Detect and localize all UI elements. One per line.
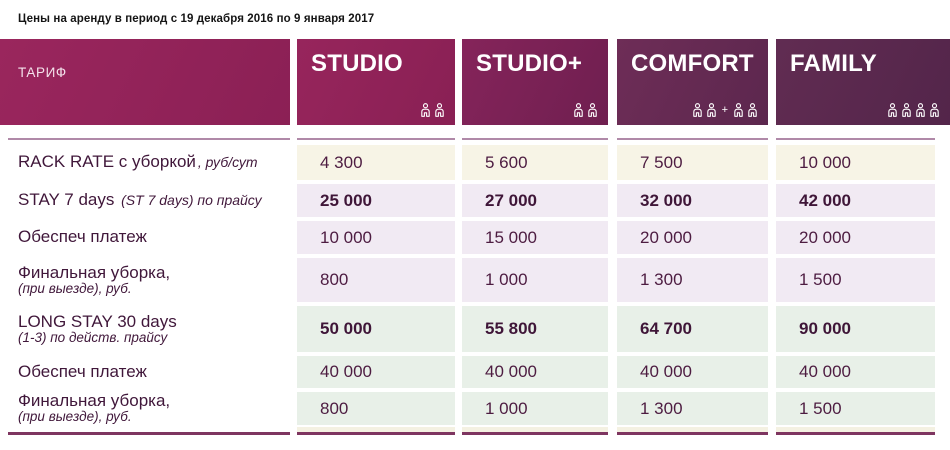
price-cell: 800	[297, 392, 455, 425]
row-label-security-payment: Обеспеч платеж	[18, 361, 147, 381]
price-cell: 55 800	[462, 306, 608, 352]
row-label-final-cleaning: Финальная уборка, (при выезде), руб.	[18, 391, 171, 425]
person-icon	[692, 103, 702, 117]
occupancy-icons-studio	[420, 103, 445, 117]
person-icon	[421, 103, 430, 117]
column-title: COMFORT	[631, 50, 754, 77]
bottom-rule	[462, 432, 608, 435]
person-icon	[902, 103, 911, 117]
person-icon	[916, 103, 925, 117]
price-cell: 1 500	[776, 258, 935, 302]
top-rule	[617, 138, 768, 140]
price-cell: 20 000	[617, 221, 768, 254]
price-cell: 42 000	[776, 184, 935, 217]
column-header-comfort: COMFORT +	[617, 39, 768, 125]
price-cell: 40 000	[297, 356, 455, 388]
price-cell: 1 500	[776, 392, 935, 425]
price-cell: 4 300	[297, 145, 455, 180]
price-cell: 7 500	[617, 145, 768, 180]
top-rule	[776, 138, 935, 140]
bottom-sliver	[297, 427, 455, 432]
row-label-security-payment: Обеспеч платеж	[18, 227, 147, 247]
price-cell: 64 700	[617, 306, 768, 352]
price-cell: 32 000	[617, 184, 768, 217]
occupancy-icons-family	[887, 103, 940, 117]
slide-title: Цены на аренду в период с 19 декабря 201…	[18, 13, 375, 25]
price-cell: 10 000	[297, 221, 455, 254]
person-icon	[574, 103, 583, 117]
price-cell: 1 000	[462, 392, 608, 425]
row-label-long-stay-30-days: LONG STAY 30 days (1-3) по действ. прайс…	[18, 311, 177, 345]
person-icon	[435, 103, 444, 117]
person-icon	[734, 103, 743, 117]
column-header-family: FAMILY	[776, 39, 950, 125]
person-icon	[748, 103, 757, 117]
price-cell: 10 000	[776, 145, 935, 180]
person-icon	[706, 103, 716, 117]
row-label-stay-7-days: STAY 7 days (ST 7 days) по прайсу	[18, 190, 262, 210]
price-cell: 1 300	[617, 258, 768, 302]
column-title: FAMILY	[790, 50, 877, 77]
column-header-tariff: ТАРИФ	[0, 39, 290, 125]
bottom-rule	[297, 432, 455, 435]
bottom-rule	[776, 432, 935, 435]
top-rule	[462, 138, 608, 140]
column-title: STUDIO+	[476, 50, 583, 77]
person-icon	[888, 103, 897, 117]
top-rule	[297, 138, 455, 140]
tariff-label: ТАРИФ	[18, 65, 67, 80]
occupancy-icons-studio-plus	[573, 103, 598, 117]
price-cell: 5 600	[462, 145, 608, 180]
row-label-rack-rate: RACK RATE с уборкой, руб/сут	[18, 152, 258, 172]
price-cell: 15 000	[462, 221, 608, 254]
price-cell: 40 000	[462, 356, 608, 388]
price-cell: 1 000	[462, 258, 608, 302]
price-cell: 90 000	[776, 306, 935, 352]
row-label-final-cleaning: Финальная уборка, (при выезде), руб.	[18, 262, 171, 296]
column-header-studio: STUDIO	[297, 39, 455, 125]
bottom-sliver	[617, 427, 768, 432]
price-cell: 50 000	[297, 306, 455, 352]
price-cell: 20 000	[776, 221, 935, 254]
occupancy-icons-comfort: +	[692, 103, 758, 117]
bottom-rule	[617, 432, 768, 435]
bottom-sliver	[776, 427, 935, 432]
price-cell: 27 000	[462, 184, 608, 217]
bottom-rule	[8, 432, 290, 435]
price-cell: 40 000	[617, 356, 768, 388]
top-rule	[8, 138, 290, 140]
price-cell: 25 000	[297, 184, 455, 217]
column-header-studio-plus: STUDIO+	[462, 39, 608, 125]
column-title: STUDIO	[311, 50, 403, 77]
person-icon	[588, 103, 597, 117]
price-cell: 1 300	[617, 392, 768, 425]
price-cell: 800	[297, 258, 455, 302]
plus-icon: +	[721, 104, 728, 116]
price-cell: 40 000	[776, 356, 935, 388]
bottom-sliver	[462, 427, 608, 432]
person-icon	[930, 103, 939, 117]
